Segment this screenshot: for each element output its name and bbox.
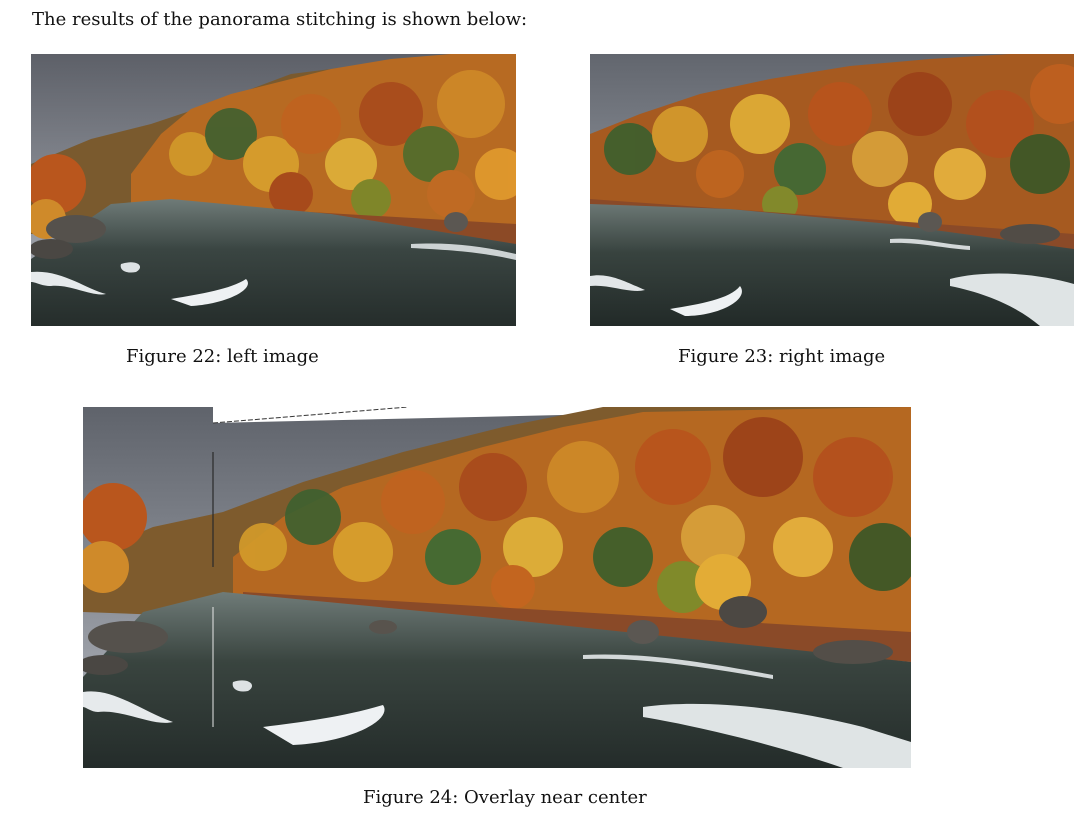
figure-22-image [31, 54, 516, 326]
figure-24-caption: Figure 24: Overlay near center [363, 787, 647, 808]
figure-24-image [83, 407, 911, 768]
figure-22-caption: Figure 22: left image [126, 346, 319, 367]
intro-text: The results of the panorama stitching is… [32, 9, 528, 30]
figure-23-image [590, 54, 1074, 326]
figure-23-caption: Figure 23: right image [678, 346, 886, 367]
